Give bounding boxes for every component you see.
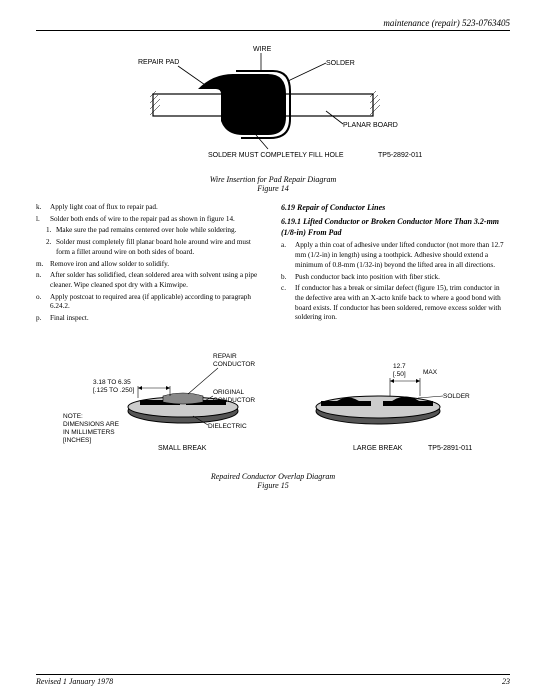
header-doc-id: maintenance (repair) 523-0763405 [36,18,510,31]
label-dielectric: DIELECTRIC [208,423,247,430]
label-tp-15: TP5-2891-011 [428,445,472,452]
figure-14-caption: Wire Insertion for Pad Repair Diagram Fi… [36,175,510,193]
footer-page-number: 23 [502,677,510,686]
step-a: Apply a thin coat of adhesive under lift… [295,241,510,270]
step-l2: Solder must completely fill planar board… [56,238,265,257]
section-6-19-1-head: 6.19.1 Lifted Conductor or Broken Conduc… [281,217,510,239]
step-o: Apply postcoat to required area (if appl… [50,293,265,312]
section-6-19-head: 6.19 Repair of Conductor Lines [281,203,510,214]
step-b: Push conductor back into position with f… [295,273,510,283]
right-column: 6.19 Repair of Conductor Lines 6.19.1 Li… [281,203,510,326]
step-n: After solder has solidified, clean solde… [50,271,265,290]
figure-15-diagram: 3.18 TO 6.35 [.125 TO .250] REPAIR CONDU… [36,346,510,468]
label-planar-board: PLANAR BOARD [343,122,398,129]
label-dim-left: 3.18 TO 6.35 [.125 TO .250] [93,379,135,394]
label-large-break: LARGE BREAK [353,445,403,452]
step-c: If conductor has a break or similar defe… [295,284,510,323]
footer-revised: Revised 1 January 1978 [36,677,113,686]
page-footer: Revised 1 January 1978 23 [36,674,510,686]
label-solder-15: SOLDER [443,393,470,400]
label-solder: SOLDER [326,60,355,67]
label-max: MAX [423,369,438,376]
label-dim-right: 12.7 [.50] [393,363,407,378]
step-k: Apply light coat of flux to repair pad. [50,203,265,213]
label-original-conductor: ORIGINAL CONDUCTOR [213,389,255,404]
label-fill-note: SOLDER MUST COMPLETELY FILL HOLE [208,152,344,159]
text-columns: k.Apply light coat of flux to repair pad… [36,203,510,326]
label-wire: WIRE [253,46,272,53]
label-note: NOTE: DIMENSIONS ARE IN MILLIMETERS [INC… [63,413,121,444]
step-m: Remove iron and allow solder to solidify… [50,260,265,270]
label-tp-14: TP5-2892-011 [378,152,422,159]
step-p: Final inspect. [50,314,265,324]
label-repair-pad: REPAIR PAD [138,59,179,66]
left-column: k.Apply light coat of flux to repair pad… [36,203,265,326]
label-small-break: SMALL BREAK [158,445,207,452]
step-l1: Make sure the pad remains centered over … [56,226,265,236]
label-repair-conductor: REPAIR CONDUCTOR [213,353,255,368]
figure-14-diagram: REPAIR PAD WIRE SOLDER PLANAR BOARD SOLD… [36,39,510,171]
figure-15-caption: Repaired Conductor Overlap Diagram Figur… [36,472,510,490]
step-l: Solder both ends of wire to the repair p… [50,215,265,225]
